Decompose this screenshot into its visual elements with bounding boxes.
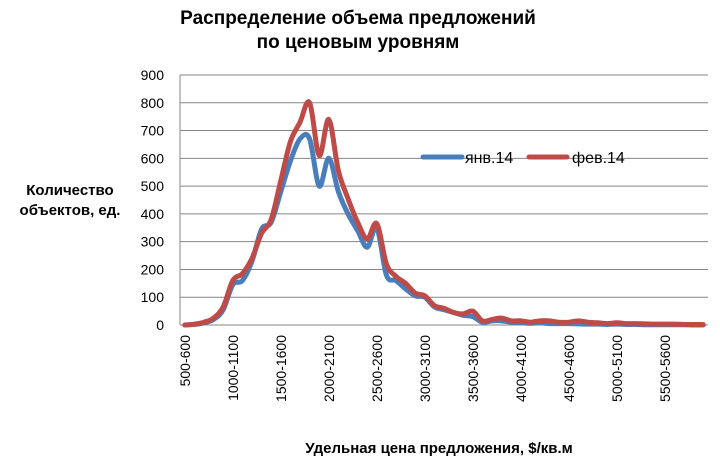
x-tick-labels: 500-600 1000-1100 1500-1600 2000-2100 2500-2… <box>177 335 673 402</box>
x-tick-label: 4500-4600 <box>561 335 577 402</box>
y-tick-label: 300 <box>141 234 165 250</box>
x-tick-label: 1000-1100 <box>225 335 241 401</box>
x-tick-label: 5500-5600 <box>657 335 673 402</box>
x-tick-label: 1500-1600 <box>273 335 289 402</box>
x-tick-label: 500-600 <box>177 335 193 387</box>
x-tick-label: 4000-4100 <box>513 335 529 402</box>
y-tick-label: 400 <box>141 206 165 222</box>
x-tick-label: 5000-5100 <box>609 335 625 402</box>
y-tick-label: 600 <box>141 150 165 166</box>
y-tick-label: 900 <box>141 67 165 83</box>
x-tick-label: 2000-2100 <box>321 335 337 402</box>
y-axis-label-line-1: Количество <box>26 182 113 199</box>
y-tick-label: 700 <box>141 123 165 139</box>
y-tick-label: 800 <box>141 95 165 111</box>
x-tick-label: 2500-2600 <box>369 335 385 402</box>
legend: янв.14 фев.14 <box>420 150 625 167</box>
axes <box>179 75 708 326</box>
x-axis-label: Удельная цена предложения, $/кв.м <box>305 440 573 457</box>
y-tick-label: 100 <box>141 289 165 305</box>
y-tick-label: 500 <box>141 178 165 194</box>
series-lines <box>182 99 706 328</box>
y-tick-label: 0 <box>156 317 164 333</box>
x-tick-label: 3500-3600 <box>465 335 481 402</box>
chart-title-line-2: по ценовым уровням <box>257 32 460 53</box>
y-tick-labels: 0 100 200 300 400 500 600 700 800 900 <box>141 67 165 333</box>
series-line-feb <box>182 99 706 328</box>
y-axis-label-line-2: объектов, ед. <box>20 202 121 219</box>
grid-lines <box>180 74 708 298</box>
legend-label-feb: фев.14 <box>572 150 625 167</box>
chart-title-line-1: Распределение объема предложений <box>180 8 536 29</box>
y-tick-label: 200 <box>141 261 165 277</box>
x-tick-label: 3000-3100 <box>417 335 433 402</box>
legend-label-jan: янв.14 <box>465 150 513 167</box>
